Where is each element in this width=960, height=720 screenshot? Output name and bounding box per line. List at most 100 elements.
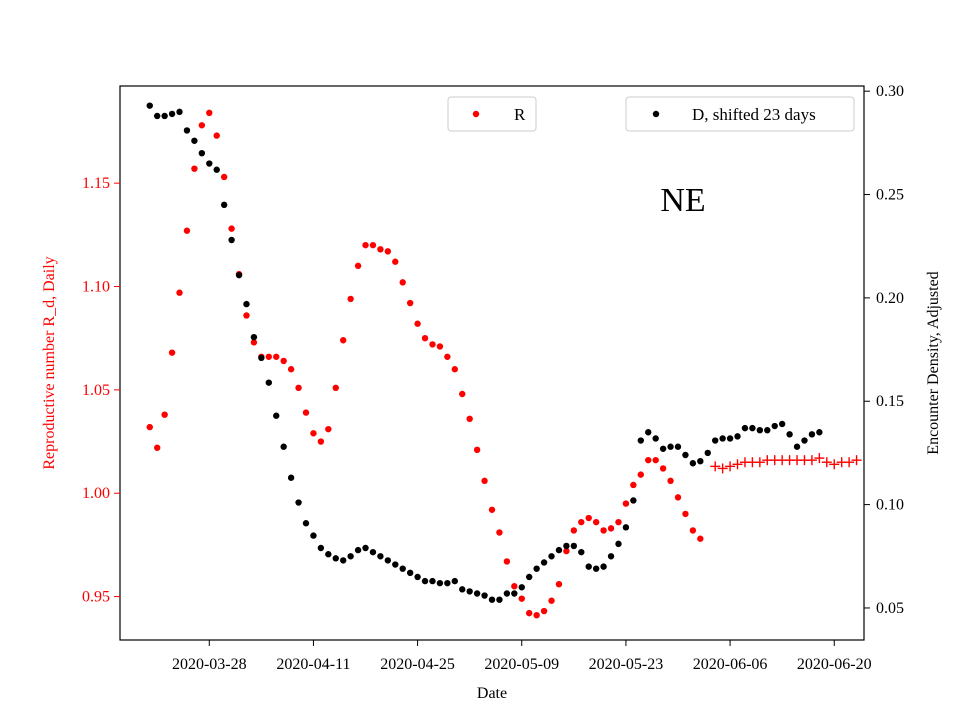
r-dot-point	[488, 506, 496, 513]
r-plus-point	[710, 461, 721, 472]
r-plus-point	[717, 463, 728, 474]
r-dot-point	[250, 339, 258, 346]
r-dot-point	[585, 514, 592, 522]
d-dot-point	[466, 588, 473, 595]
d-dot-point	[540, 559, 548, 566]
d-dot-point	[235, 271, 243, 279]
d-dot-point	[674, 443, 682, 450]
d-dot-point	[585, 563, 592, 570]
d-dot-point	[273, 412, 280, 419]
r-dot-point	[310, 430, 317, 437]
r-plus-point	[725, 461, 736, 472]
d-dot-point	[243, 300, 250, 308]
d-dot-point	[206, 160, 213, 167]
d-dot-point	[161, 112, 168, 120]
left-tick-label: 1.00	[82, 485, 110, 502]
d-dot-point	[533, 565, 540, 572]
r-dot-point	[697, 535, 704, 542]
r-dot-point	[540, 607, 548, 615]
r-dot-point	[600, 527, 607, 534]
r-dot-point	[340, 337, 347, 344]
d-dot-point	[168, 110, 176, 118]
r-dot-point	[206, 109, 213, 117]
r-plus-point	[851, 455, 862, 466]
d-dot-point	[384, 557, 392, 564]
r-dot-point	[183, 227, 191, 234]
d-dot-point	[481, 592, 488, 599]
d-dot-point	[503, 590, 511, 597]
r-dot-point	[645, 456, 652, 464]
legend-d-box	[625, 96, 855, 132]
d-dot-point	[578, 548, 585, 556]
d-dot-point	[592, 565, 600, 572]
plot-frame	[119, 85, 865, 641]
r-dot-point	[302, 409, 310, 416]
x-axis-label: Date	[477, 685, 507, 702]
d-dot-point	[496, 596, 503, 603]
d-dot-point	[302, 520, 310, 527]
d-dot-point	[511, 590, 518, 597]
state-annotation: NE	[660, 182, 705, 219]
x-tick-label: 2020-05-23	[589, 656, 664, 673]
d-dot-point	[191, 137, 198, 144]
r-dot-point	[674, 494, 682, 501]
r-dot-point	[481, 477, 488, 485]
r-dot-point	[466, 415, 473, 423]
d-dot-point	[198, 149, 206, 157]
r-dot-point	[213, 132, 220, 139]
right-tick-label: 0.10	[876, 497, 904, 514]
d-dot-point	[741, 424, 749, 432]
r-dot-point	[354, 262, 362, 270]
r-dot-point	[630, 481, 637, 489]
r-dot-point	[191, 165, 198, 172]
r-dot-point	[473, 446, 481, 454]
d-dot-point	[630, 497, 637, 504]
left-y-axis-label: Reproductive number R_d, Daily	[41, 256, 58, 469]
r-dot-point	[325, 425, 332, 433]
r-dot-point	[369, 241, 377, 249]
r-dot-point	[511, 583, 518, 590]
r-dot-point	[421, 334, 429, 342]
x-tick-label: 2020-03-28	[172, 656, 247, 673]
r-dot-point	[622, 500, 630, 507]
d-dot-point	[220, 201, 228, 209]
x-tick-label: 2020-04-25	[380, 656, 455, 673]
r-plus-point	[829, 459, 840, 470]
r-dot-point	[436, 343, 444, 350]
legend-d-marker	[652, 110, 660, 118]
r-dot-point	[578, 518, 585, 526]
d-dot-point	[778, 420, 786, 428]
left-tick-label: 1.10	[82, 279, 110, 296]
r-dot-point	[496, 529, 503, 536]
r-plus-point	[754, 457, 765, 468]
d-dot-point	[362, 544, 369, 552]
d-dot-point	[682, 451, 689, 459]
r-dot-point	[161, 411, 168, 418]
r-dot-point	[570, 527, 578, 534]
d-dot-point	[317, 544, 325, 552]
x-tick-label: 2020-06-20	[797, 656, 872, 673]
d-dot-point	[563, 542, 570, 550]
x-tick-label: 2020-06-06	[693, 656, 768, 673]
d-dot-point	[287, 474, 295, 481]
r-dot-point	[347, 295, 354, 303]
r-plus-point	[821, 457, 832, 468]
d-dot-point	[265, 379, 272, 386]
r-dot-point	[637, 471, 644, 478]
d-dot-point	[340, 557, 347, 564]
legend-r-label: R	[514, 105, 526, 124]
r-dot-point	[362, 241, 369, 249]
d-dot-point	[622, 524, 630, 531]
x-tick-label: 2020-05-09	[484, 656, 559, 673]
d-dot-point	[645, 429, 652, 436]
d-dot-point	[451, 577, 458, 585]
d-dot-point	[764, 426, 771, 434]
d-dot-point	[689, 460, 697, 467]
d-dot-point	[414, 573, 421, 581]
d-dot-point	[659, 445, 667, 452]
d-dot-point	[354, 546, 362, 554]
r-dot-point	[652, 456, 659, 464]
left-tick-label: 1.15	[82, 175, 110, 192]
r-dot-point	[555, 580, 563, 588]
d-dot-point	[444, 579, 451, 587]
